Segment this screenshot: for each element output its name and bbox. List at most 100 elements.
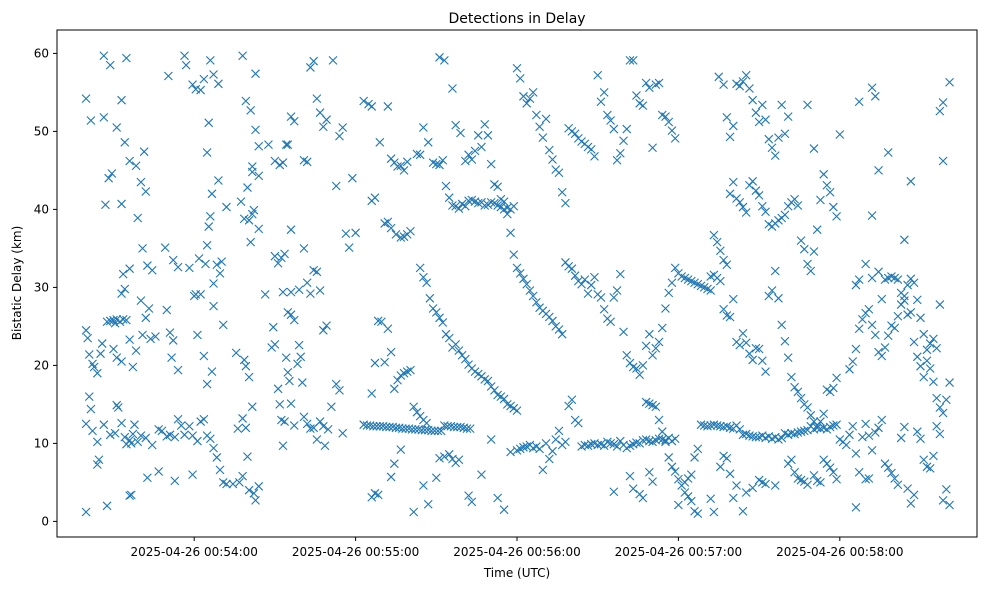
detection-point (803, 480, 812, 490)
detection-point (893, 311, 903, 321)
detection-point (735, 81, 745, 91)
detection-point (541, 114, 551, 124)
detection-point (312, 267, 322, 277)
detection-point (306, 424, 315, 433)
detection-point (651, 402, 661, 412)
detection-point (557, 187, 567, 197)
detection-point (499, 505, 509, 515)
detection-point (586, 280, 596, 290)
detection-point (793, 428, 803, 437)
detection-point (535, 122, 544, 132)
detection-point (278, 441, 288, 451)
detection-point (448, 201, 457, 210)
detection-point (512, 406, 522, 416)
detection-point (809, 470, 819, 480)
detection-point (735, 197, 745, 207)
detection-point (456, 422, 465, 432)
detection-point (538, 133, 548, 143)
detection-point (151, 332, 160, 341)
detection-point (590, 151, 599, 161)
detection-point (141, 313, 151, 323)
detection-point (709, 230, 719, 240)
detection-point (567, 395, 577, 405)
detection-point (693, 509, 703, 518)
detection-point (383, 217, 393, 227)
detection-point (654, 415, 664, 425)
detection-point (577, 279, 586, 289)
detection-point (686, 470, 696, 479)
detection-point (719, 255, 728, 265)
detection-point (602, 110, 612, 120)
detection-point (460, 354, 470, 364)
detection-point (919, 372, 929, 382)
detection-point (246, 237, 256, 247)
detection-point (828, 467, 838, 477)
detection-point (780, 129, 790, 139)
detection-point (877, 351, 887, 361)
detection-point (719, 304, 728, 314)
detection-point (641, 341, 651, 351)
detection-point (916, 434, 925, 444)
detection-point (615, 148, 625, 158)
detection-point (606, 317, 616, 327)
detection-point (136, 431, 146, 440)
detection-point (728, 294, 738, 304)
detection-point (828, 421, 838, 430)
detection-point (215, 268, 225, 278)
detection-point (243, 452, 252, 462)
detection-point (335, 385, 344, 395)
detection-point (283, 368, 293, 377)
detection-point (796, 427, 806, 437)
detection-point (874, 423, 883, 433)
detection-point (254, 171, 264, 181)
detection-point (431, 473, 441, 483)
detection-point (113, 403, 123, 412)
detection-point (561, 437, 570, 447)
detection-point (777, 433, 787, 443)
detection-point (312, 94, 322, 104)
detection-point (890, 474, 900, 483)
detection-point (725, 189, 735, 199)
detection-point (899, 296, 909, 306)
detection-point (280, 249, 289, 259)
detection-point (748, 95, 758, 105)
detection-point (606, 116, 616, 125)
detection-point (464, 150, 473, 160)
detection-point (81, 325, 91, 335)
detection-point (125, 491, 135, 501)
detection-point (945, 500, 954, 510)
detection-point (180, 51, 189, 61)
detection-point (120, 137, 130, 147)
detection-point (715, 462, 725, 472)
detection-point (415, 150, 425, 160)
detection-point (851, 449, 861, 458)
detection-point (81, 507, 91, 517)
detection-point (580, 275, 590, 284)
detection-point (117, 289, 126, 299)
detection-point (938, 98, 948, 107)
detection-point (347, 173, 357, 183)
detection-point (548, 316, 557, 326)
detection-point (418, 123, 428, 132)
detection-point (247, 402, 257, 412)
detection-point (283, 140, 293, 150)
detection-point (318, 122, 328, 132)
detection-point (628, 484, 638, 494)
detection-point (92, 368, 102, 378)
detection-point (609, 124, 619, 134)
detection-point (925, 339, 935, 348)
detection-point (638, 361, 648, 370)
detection-point (173, 262, 183, 272)
detection-point (84, 392, 94, 401)
detection-point (686, 496, 696, 506)
detection-point (236, 197, 246, 206)
detection-point (932, 393, 942, 403)
x-tick-label: 2025-04-26 00:56:00 (453, 545, 580, 559)
detection-point (431, 307, 441, 317)
detection-point (912, 427, 922, 437)
detection-point (281, 140, 291, 150)
detection-point (315, 108, 325, 118)
detection-point (126, 439, 136, 448)
detection-point (99, 112, 109, 122)
detection-point (170, 432, 180, 442)
